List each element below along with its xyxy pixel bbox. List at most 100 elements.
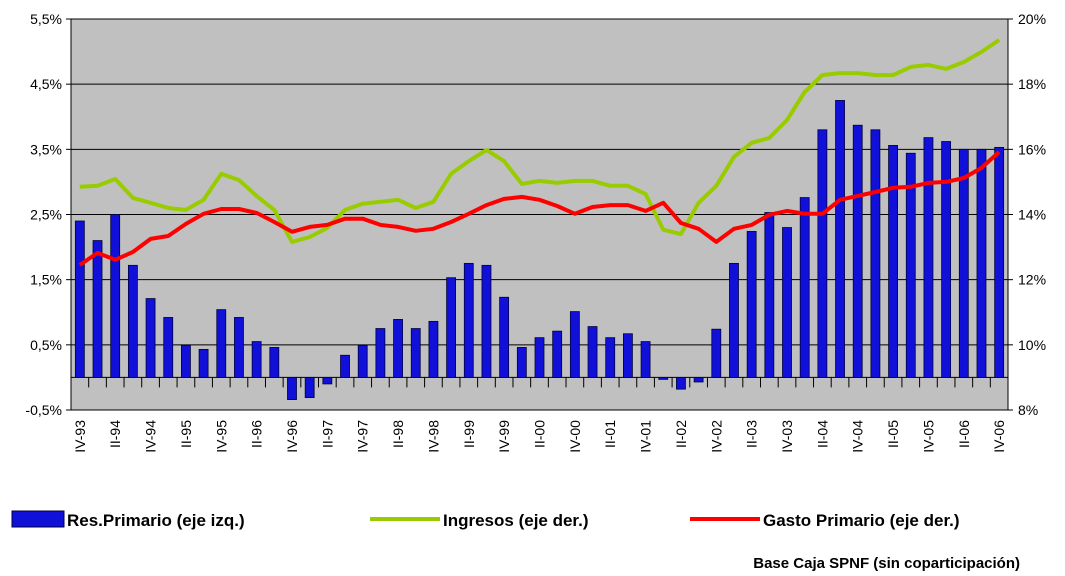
x-tick-label: II-97	[319, 420, 335, 448]
bar	[852, 124, 863, 378]
x-tick-label: IV-96	[284, 420, 300, 453]
bar	[835, 100, 845, 378]
bar	[198, 348, 209, 378]
y2-tick-label: 8%	[1018, 402, 1038, 418]
x-tick-label: II-96	[249, 420, 265, 448]
bar	[375, 328, 386, 378]
y2-tick-label: 14%	[1018, 207, 1046, 223]
note: Base Caja SPNF (sin coparticipación)	[753, 555, 1020, 572]
x-tick-label: IV-00	[567, 420, 583, 453]
bar	[958, 148, 969, 378]
bar	[446, 277, 457, 378]
bar	[92, 240, 103, 378]
bar	[110, 214, 121, 378]
y2-tick-label: 12%	[1018, 272, 1046, 288]
x-tick-label: II-98	[390, 420, 406, 448]
bar	[676, 377, 686, 390]
bar	[287, 377, 297, 400]
x-tick-label: IV-95	[213, 420, 229, 453]
bar	[145, 298, 156, 378]
bar	[357, 345, 368, 378]
x-tick-label: II-05	[885, 420, 901, 448]
x-tick-label: II-01	[602, 420, 618, 448]
y2-tick-label: 18%	[1018, 76, 1046, 92]
line	[79, 38, 1001, 244]
bar	[481, 264, 492, 378]
x-tick-label: II-02	[673, 420, 689, 448]
x-tick-label: IV-99	[496, 420, 512, 453]
bar	[322, 377, 333, 385]
y-tick-label: 4,5%	[30, 76, 62, 92]
x-tick-label: IV-97	[355, 420, 371, 453]
line	[78, 150, 1001, 267]
bar	[976, 148, 987, 378]
bar	[340, 354, 350, 378]
x-tick-label: II-03	[744, 420, 760, 448]
bar	[941, 141, 952, 378]
bar	[304, 377, 315, 399]
bar	[127, 264, 138, 378]
y-tick-label: 1,5%	[30, 272, 62, 288]
bar	[605, 337, 616, 378]
bar	[410, 328, 421, 378]
y2-tick-label: 16%	[1018, 141, 1046, 157]
bar	[764, 212, 775, 378]
x-tick-label: II-00	[532, 420, 548, 448]
x-tick-label: II-95	[178, 420, 194, 448]
x-tick-label: IV-05	[920, 420, 936, 453]
bar	[516, 347, 527, 378]
x-tick-label: II-06	[956, 420, 972, 448]
bar	[251, 341, 262, 378]
bar	[658, 377, 669, 380]
x-tick-label: IV-04	[850, 420, 866, 453]
bar	[622, 333, 633, 378]
y-tick-label: 3,5%	[30, 141, 62, 157]
x-tick-label: IV-03	[779, 420, 795, 453]
bar	[534, 337, 545, 378]
legend-swatch	[11, 510, 65, 528]
bar	[905, 152, 916, 378]
bar	[782, 227, 792, 378]
bar	[181, 345, 191, 378]
legend-label: Ingresos (eje der.)	[443, 511, 589, 530]
bar	[994, 146, 1005, 378]
x-tick-label: II-04	[814, 420, 830, 448]
bar	[888, 145, 898, 378]
bar	[569, 311, 580, 378]
x-tick-label: II-94	[107, 420, 123, 448]
bar	[269, 347, 280, 378]
bar	[216, 309, 227, 378]
x-tick-label: IV-06	[991, 420, 1007, 453]
bar	[923, 137, 934, 378]
bar	[393, 319, 403, 378]
bar	[640, 341, 651, 378]
bar	[587, 326, 598, 378]
bar	[870, 129, 881, 378]
y-tick-label: 2,5%	[30, 207, 62, 223]
bar	[799, 197, 810, 378]
bar	[817, 129, 828, 378]
bar	[693, 377, 704, 383]
plot-border	[70, 18, 1009, 411]
y-tick-label: -0,5%	[25, 402, 62, 418]
y-tick-label: 5,5%	[30, 11, 62, 27]
legend-label: Res.Primario (eje izq.)	[67, 511, 245, 530]
y2-tick-label: 10%	[1018, 337, 1046, 353]
bar	[428, 320, 439, 378]
bar	[729, 262, 739, 378]
bar	[74, 220, 85, 378]
x-tick-label: IV-98	[425, 420, 441, 453]
y-tick-label: 0,5%	[30, 337, 62, 353]
bar	[499, 296, 510, 378]
y2-tick-label: 20%	[1018, 11, 1046, 27]
x-tick-label: II-99	[461, 420, 477, 448]
x-tick-label: IV-93	[72, 420, 88, 453]
bar	[163, 317, 174, 378]
bar	[711, 328, 722, 378]
bar	[552, 330, 563, 378]
x-tick-label: IV-94	[143, 420, 159, 453]
legend-label: Gasto Primario (eje der.)	[763, 511, 960, 530]
bar	[234, 317, 244, 378]
bar	[463, 262, 474, 378]
